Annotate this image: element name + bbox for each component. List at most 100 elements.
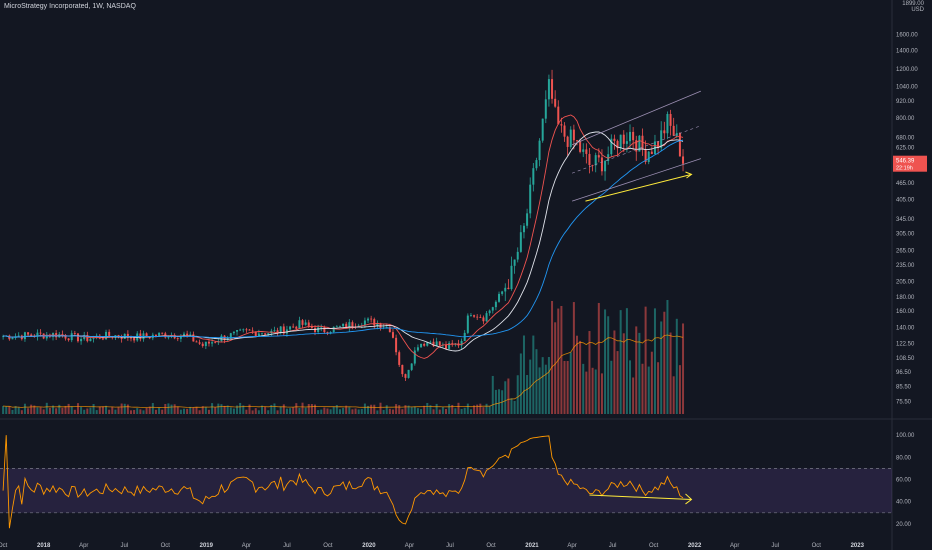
volume-bar bbox=[108, 409, 111, 414]
volume-bar bbox=[251, 410, 254, 414]
volume-bar bbox=[2, 405, 5, 414]
volume-bar bbox=[211, 403, 214, 414]
candle-body bbox=[404, 374, 407, 378]
candle-body bbox=[220, 335, 223, 342]
candle-body bbox=[554, 98, 557, 107]
volume-bar bbox=[507, 378, 510, 414]
candle-body bbox=[572, 129, 575, 141]
candle-body bbox=[23, 332, 26, 340]
volume-bar bbox=[39, 407, 42, 414]
candle-body bbox=[551, 79, 554, 99]
volume-bar bbox=[192, 407, 195, 414]
volume-bar bbox=[298, 407, 301, 414]
candle bbox=[36, 329, 39, 341]
candle bbox=[207, 339, 210, 347]
candle bbox=[554, 90, 557, 108]
volume-bar bbox=[95, 410, 98, 414]
candle bbox=[432, 338, 435, 348]
candle-body bbox=[423, 343, 426, 346]
candle bbox=[507, 279, 510, 290]
candle bbox=[488, 309, 491, 316]
volume-bar bbox=[64, 405, 67, 414]
candle bbox=[435, 337, 438, 347]
candle bbox=[120, 334, 123, 343]
candle-body bbox=[473, 315, 476, 317]
volume-bar bbox=[538, 367, 541, 414]
candle-body bbox=[298, 320, 301, 329]
candle bbox=[320, 324, 323, 332]
price-tick-label: 160.00 bbox=[896, 309, 915, 315]
candle-body bbox=[407, 369, 410, 378]
candle bbox=[257, 329, 260, 337]
volume-bar bbox=[672, 376, 675, 414]
price-tick-label: 1200.00 bbox=[896, 67, 918, 73]
time-tick-label: Oct bbox=[812, 543, 822, 549]
candle-body bbox=[416, 347, 419, 351]
time-tick-label: Apr bbox=[405, 543, 414, 549]
volume-bar bbox=[647, 366, 650, 414]
price-tick-label: 96.50 bbox=[896, 370, 912, 376]
candle-body bbox=[229, 333, 232, 339]
volume-bar bbox=[526, 375, 529, 414]
time-tick-label: 2023 bbox=[851, 543, 865, 549]
volume-bar bbox=[441, 407, 444, 414]
candle bbox=[591, 164, 594, 172]
candle-body bbox=[547, 79, 550, 100]
volume-bar bbox=[653, 308, 656, 414]
candle bbox=[448, 341, 451, 351]
volume-bar bbox=[504, 381, 507, 414]
volume-bar bbox=[58, 404, 61, 414]
candle bbox=[8, 334, 11, 341]
candle-body bbox=[295, 326, 298, 329]
volume-bar bbox=[204, 407, 207, 414]
candle-body bbox=[600, 157, 603, 172]
candle-body bbox=[236, 330, 239, 332]
volume-bar bbox=[307, 404, 310, 414]
volume-bar bbox=[572, 302, 575, 414]
volume-bar bbox=[575, 335, 578, 414]
candle bbox=[557, 100, 560, 125]
candle-body bbox=[513, 259, 516, 266]
candle-body bbox=[338, 326, 341, 328]
candle-body bbox=[201, 343, 204, 347]
volume-bar bbox=[320, 409, 323, 414]
candle-body bbox=[108, 331, 111, 336]
volume-bar bbox=[80, 406, 83, 414]
candle-body bbox=[17, 335, 20, 337]
candle bbox=[522, 222, 525, 239]
volume-bar bbox=[239, 402, 242, 414]
candle bbox=[404, 373, 407, 382]
volume-bar bbox=[660, 321, 663, 414]
candle bbox=[248, 329, 251, 331]
candle-body bbox=[448, 342, 451, 349]
candle-body bbox=[101, 338, 104, 340]
candle-body bbox=[451, 342, 454, 344]
candle-body bbox=[376, 323, 379, 326]
volume-bar bbox=[189, 406, 192, 414]
volume-bar bbox=[42, 409, 45, 414]
candle-body bbox=[39, 332, 42, 334]
volume-bar bbox=[348, 407, 351, 414]
candle-body bbox=[2, 336, 5, 338]
current-price-label: 546.39 bbox=[896, 159, 915, 165]
candle-body bbox=[591, 165, 594, 166]
candle-body bbox=[36, 332, 39, 337]
candle-body bbox=[76, 333, 79, 342]
volume-bar bbox=[114, 409, 117, 414]
volume-bar bbox=[151, 402, 154, 414]
volume-bar bbox=[173, 404, 176, 414]
volume-bar bbox=[245, 409, 248, 414]
volume-bar bbox=[207, 409, 210, 414]
candle bbox=[413, 347, 416, 366]
rsi-tick-label: 80.00 bbox=[896, 455, 912, 461]
volume-bar bbox=[554, 322, 557, 414]
volume-bar bbox=[619, 310, 622, 414]
volume-bar bbox=[401, 409, 404, 414]
volume-bar bbox=[522, 335, 525, 414]
candle-body bbox=[557, 106, 560, 125]
candle bbox=[541, 118, 544, 143]
candle-body bbox=[438, 341, 441, 346]
candle-body bbox=[276, 330, 279, 334]
volume-bar bbox=[270, 404, 273, 414]
